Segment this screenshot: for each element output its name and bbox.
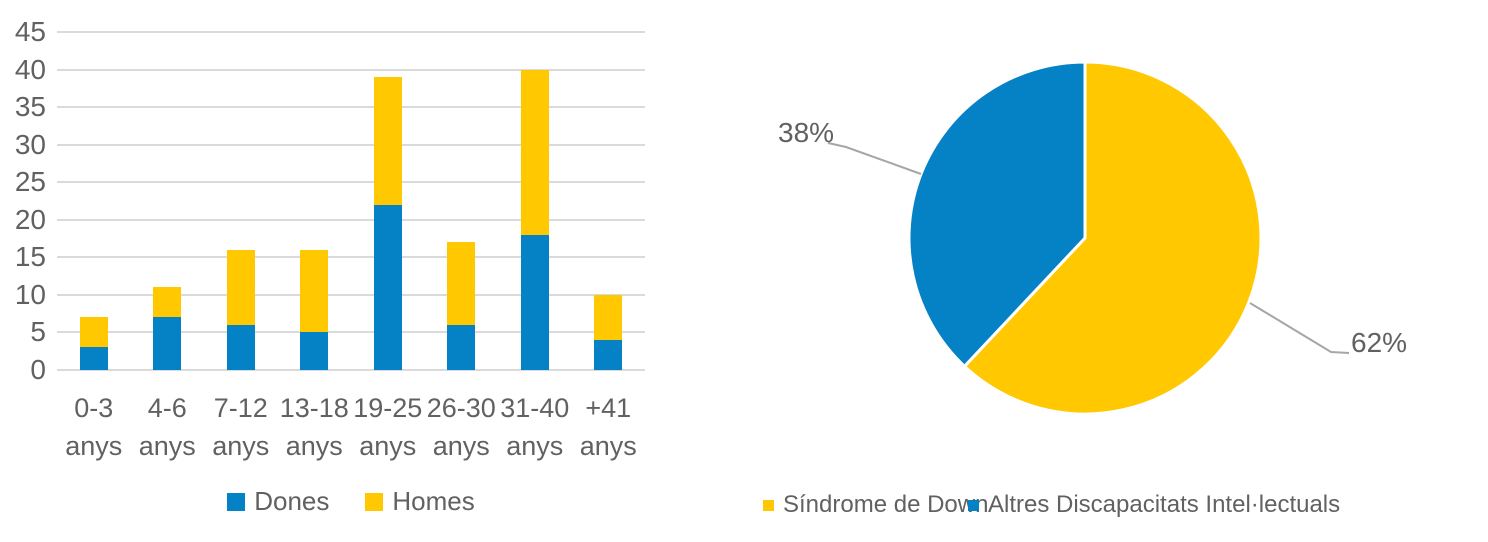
gridline: [57, 68, 645, 71]
gridline: [57, 143, 645, 146]
y-axis-tick-label: 45: [14, 16, 46, 47]
x-category-label-line: 31-40: [500, 393, 570, 423]
x-axis-line: [57, 369, 645, 371]
gridline: [57, 181, 645, 184]
y-axis-tick-label: 10: [14, 278, 46, 310]
x-category-label: 26-30 anys: [427, 389, 496, 465]
legend-swatch-icon: [227, 492, 246, 511]
legend-label: Síndrome de Down: [783, 491, 989, 518]
y-axis-tick-label: 30: [14, 128, 46, 160]
x-category-label: +41 anys: [580, 389, 637, 465]
bar-segment-homes: [373, 77, 402, 205]
bar-chart-panel: 0 5 10 15 20 25 30 35 40 45 0-3 anys 4-6 anys 7-12 any…: [0, 0, 712, 542]
pie-legend-item-altres: Altres Discapacitats Intel·lectuals: [968, 491, 1340, 519]
gridline: [57, 31, 645, 33]
bar-segment-homes: [594, 294, 623, 340]
bar-segment-dones: [300, 332, 329, 370]
bar-segment-homes: [79, 317, 108, 348]
gridline: [57, 106, 645, 109]
pie-slice-s-ndrome-de-down: [963, 60, 1263, 416]
bar-segment-dones: [373, 204, 402, 370]
x-category-label-line: 19-25: [353, 393, 423, 423]
legend-label: Homes: [392, 486, 475, 516]
y-axis-tick-label: 15: [14, 241, 46, 273]
leader-line-altres: [827, 142, 922, 175]
x-axis: 0-3 anys 4-6 anys 7-12 anys 13-18 anys 19-25 anys…: [57, 389, 645, 475]
bar-segment-homes: [520, 69, 549, 235]
x-category-label-line: 0-3: [74, 393, 114, 423]
x-category-label-line: 26-30: [426, 393, 496, 423]
pie-percent-label-sindrome: 62%: [1351, 327, 1408, 358]
y-axis-tick-label: 20: [14, 203, 46, 235]
x-category-label: 31-40 anys: [500, 389, 569, 465]
x-category-label-line: anys: [506, 431, 564, 461]
bar-plot-area: [57, 31, 645, 371]
legend-swatch-icon: [365, 492, 384, 511]
x-category-label-line: 13-18: [279, 393, 349, 423]
bar-segment-homes: [300, 249, 329, 333]
legend-label: Altres Discapacitats Intel·lectuals: [988, 491, 1341, 518]
x-category-label-line: anys: [359, 431, 417, 461]
bar-segment-dones: [226, 324, 255, 370]
bar-legend-item-dones: Dones: [227, 486, 329, 517]
x-category-label-line: 4-6: [147, 393, 187, 423]
pie-percent-label-altres: 38%: [778, 117, 835, 148]
legend-label: Dones: [254, 486, 330, 516]
pie-slice-altres-discapacitats-intel-lectuals: [907, 60, 1087, 368]
x-category-label-line: anys: [285, 431, 343, 461]
bar-segment-homes: [226, 249, 255, 325]
legend-swatch-icon: [763, 499, 774, 511]
bar-segment-dones: [153, 317, 182, 370]
y-axis: 0 5 10 15 20 25 30 35 40 45: [0, 18, 46, 384]
x-category-label-line: anys: [212, 431, 270, 461]
bar-segment-dones: [594, 339, 623, 370]
bar-segment-dones: [447, 324, 476, 370]
x-category-label-line: anys: [579, 431, 637, 461]
bar-legend: Dones Homes: [57, 486, 645, 517]
bar-legend-item-homes: Homes: [365, 486, 475, 517]
legend-swatch-icon: [968, 499, 979, 511]
x-category-label: 7-12 anys: [212, 389, 269, 465]
pie-chart-panel: 38% 62% Síndrome de Down Altres Discapaci…: [740, 0, 1488, 542]
y-axis-tick-label: 40: [14, 53, 46, 85]
x-category-label: 13-18 anys: [280, 389, 349, 465]
x-category-label-line: anys: [138, 431, 196, 461]
bar-segment-dones: [520, 234, 549, 370]
x-category-label-line: anys: [65, 431, 123, 461]
y-axis-tick-label: 0: [30, 354, 46, 385]
gridline: [57, 218, 645, 221]
y-axis-tick-label: 35: [14, 91, 46, 123]
x-category-label: 0-3 anys: [65, 389, 122, 465]
gridline: [57, 293, 645, 296]
pie-svg: [827, 60, 1350, 416]
y-axis-tick-label: 25: [14, 166, 46, 198]
x-category-label: 19-25 anys: [353, 389, 422, 465]
x-category-label: 4-6 anys: [139, 389, 196, 465]
y-axis-tick-label: 5: [30, 316, 46, 348]
x-category-label-line: anys: [432, 431, 490, 461]
x-category-label-line: 7-12: [213, 393, 268, 423]
gridline: [57, 256, 645, 259]
pie-legend-item-sindrome: Síndrome de Down: [763, 491, 988, 519]
bar-segment-homes: [153, 287, 182, 318]
gridline: [57, 331, 645, 334]
bar-segment-dones: [79, 347, 108, 370]
x-category-label-line: +41: [585, 393, 632, 423]
leader-line-sindrome: [1249, 302, 1350, 354]
bar-segment-homes: [447, 242, 476, 325]
